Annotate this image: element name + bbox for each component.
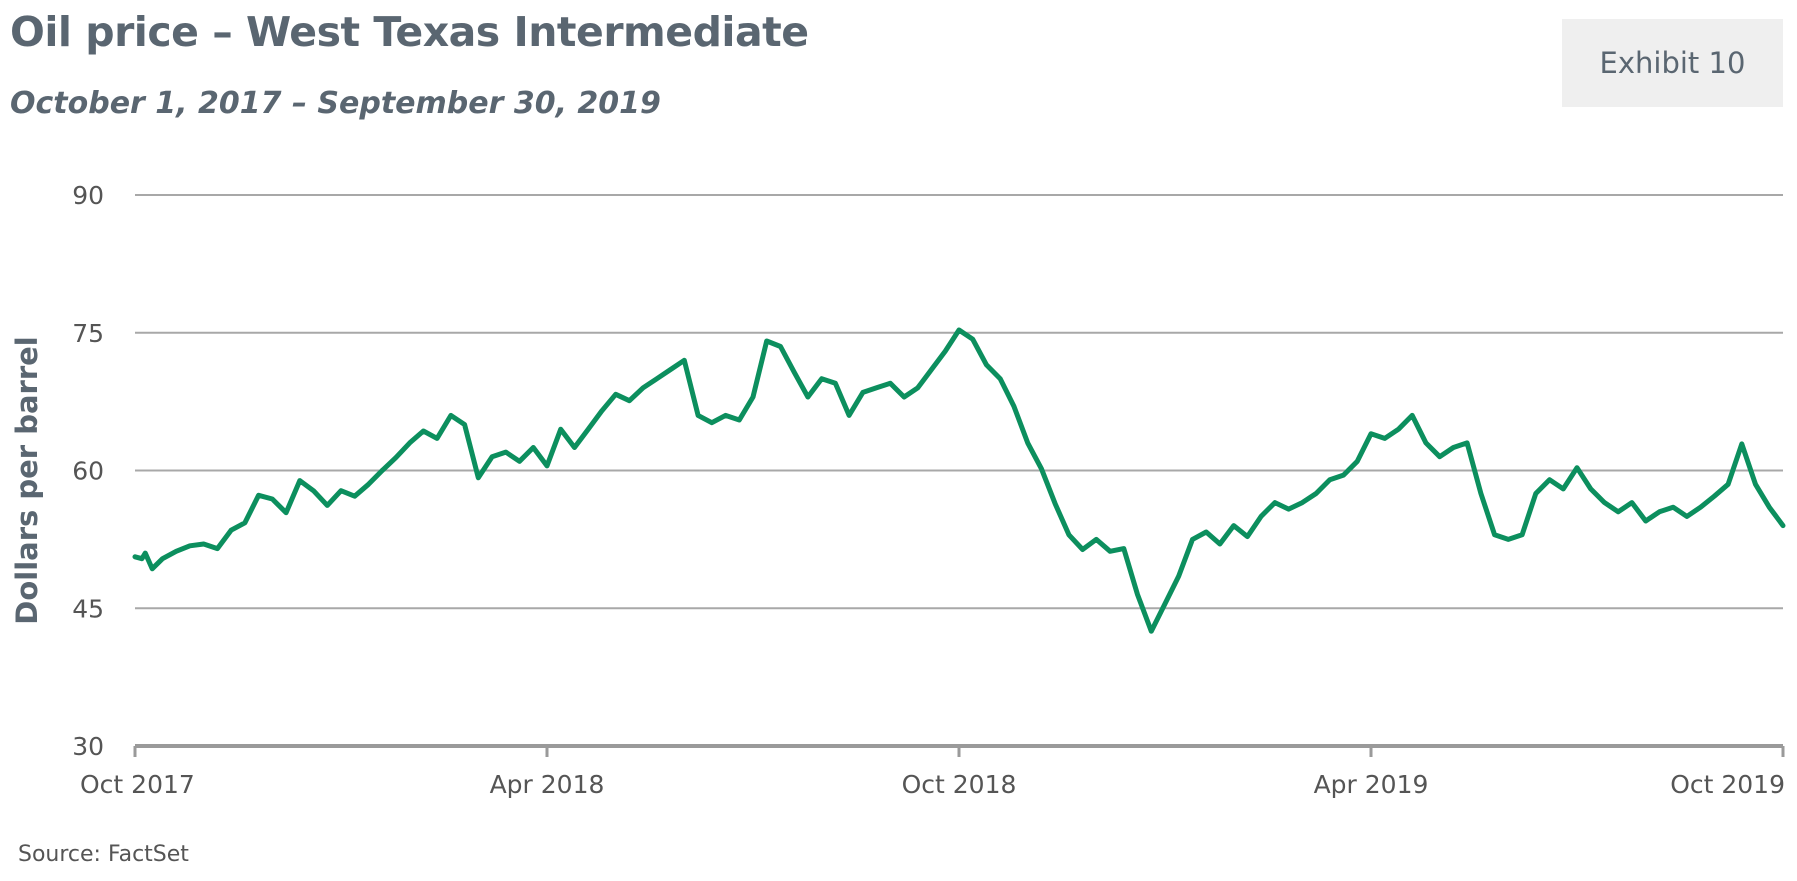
- line-chart: 30 45 60 75 90 Oct 2017 Apr 2018 Oct 2018 Apr 2…: [10, 181, 1786, 799]
- source-note: Source: FactSet: [18, 842, 189, 867]
- chart-title: Oil price – West Texas Intermediate: [10, 8, 809, 56]
- x-tick-labels: Oct 2017 Apr 2018 Oct 2018 Apr 2019 Oct 2019: [80, 770, 1785, 799]
- x-tick-label-3: Apr 2019: [1314, 770, 1429, 799]
- x-tick-label-0: Oct 2017: [80, 770, 195, 799]
- series-points-wti: [134, 329, 1784, 632]
- y-tick-label-45: 45: [72, 594, 104, 623]
- y-tick-label-60: 60: [72, 457, 104, 486]
- y-tick-label-75: 75: [72, 319, 104, 348]
- exhibit-badge: Exhibit 10: [1562, 19, 1783, 107]
- series-line-wti: [132, 327, 1786, 634]
- chart-subtitle: October 1, 2017 – September 30, 2019: [10, 86, 661, 121]
- x-tick-label-4: Oct 2019: [1670, 770, 1785, 799]
- y-tick-labels: 30 45 60 75 90: [72, 181, 104, 761]
- gridlines: [135, 194, 1783, 610]
- x-tick-label-1: Apr 2018: [490, 770, 605, 799]
- series-layer: [132, 327, 1786, 634]
- y-tick-label-30: 30: [72, 732, 104, 761]
- x-tick-label-2: Oct 2018: [902, 770, 1017, 799]
- y-tick-label-90: 90: [72, 181, 104, 210]
- y-axis-label: Dollars per barrel: [10, 336, 44, 624]
- x-axis: [133, 744, 1785, 757]
